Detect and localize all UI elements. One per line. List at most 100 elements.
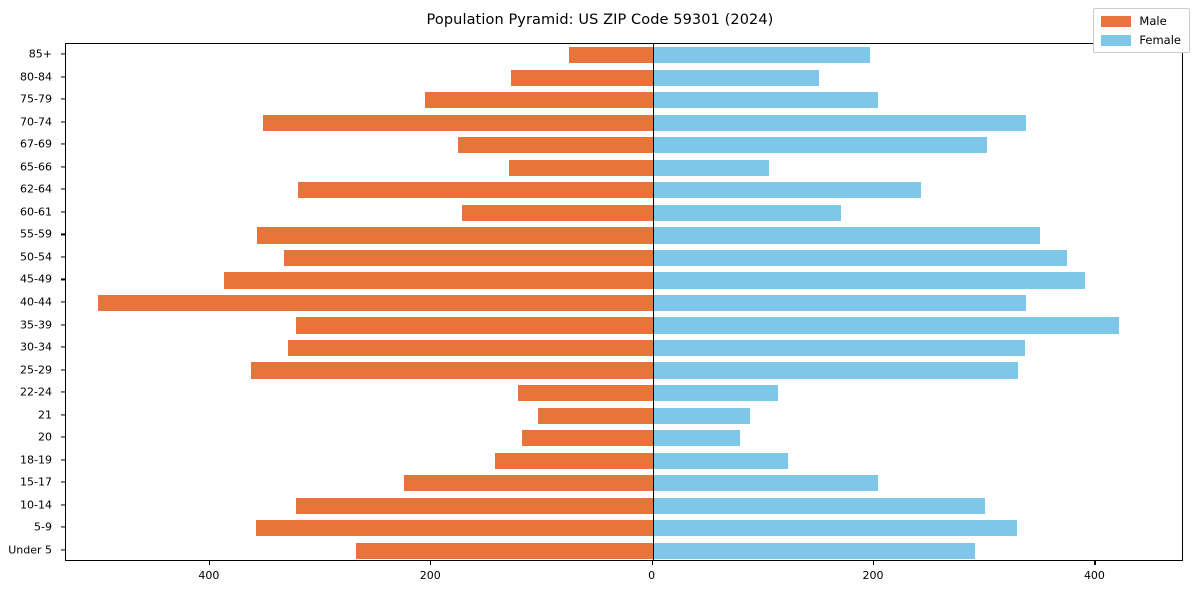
y-tick-mark [61, 76, 65, 78]
bar-male-15-17 [403, 475, 653, 492]
bar-row [66, 475, 1182, 492]
bar-row [66, 227, 1182, 244]
y-axis-tick-marks [0, 43, 65, 561]
plot-area [65, 43, 1183, 561]
bar-male-45-49 [224, 272, 653, 289]
bar-row [66, 407, 1182, 424]
bar-male-22-24 [517, 384, 653, 402]
bar-male-65-66 [508, 159, 653, 176]
bar-male-18-19 [495, 452, 653, 469]
bar-row [66, 69, 1182, 86]
bar-male-10-14 [296, 497, 653, 514]
legend-label-male: Male [1139, 14, 1167, 28]
bar-row [66, 294, 1182, 312]
y-tick-label: 25-29 [20, 363, 52, 377]
bar-female-5-9 [652, 520, 1017, 537]
y-tick-label: 75-79 [20, 92, 52, 106]
bar-row [66, 452, 1182, 469]
bar-female-65-66 [652, 159, 769, 176]
legend-label-female: Female [1139, 33, 1181, 47]
y-tick-mark [61, 233, 65, 235]
x-tick-label: 200 [419, 569, 441, 582]
bar-row [66, 47, 1182, 64]
y-tick-label: 10-14 [20, 498, 52, 512]
bar-female-85- [652, 47, 870, 64]
bar-female-45-49 [652, 272, 1086, 289]
bar-row [66, 520, 1182, 537]
bar-male-5-9 [256, 520, 653, 537]
y-tick-mark [61, 323, 65, 326]
y-tick-label: 50-54 [20, 250, 52, 264]
x-tick-label: 400 [198, 569, 220, 582]
x-tick-label: 400 [1083, 569, 1105, 582]
bar-male-67-69 [457, 137, 653, 154]
y-tick-label: 30-34 [20, 340, 52, 354]
bar-female-25-29 [652, 362, 1018, 379]
bar-male-80-84 [510, 69, 653, 86]
bar-female-67-69 [652, 137, 987, 154]
y-tick-mark [61, 549, 65, 551]
y-tick-mark [61, 504, 65, 506]
y-tick-label: Under 5 [8, 543, 52, 557]
chart-title: Population Pyramid: US ZIP Code 59301 (2… [426, 12, 774, 28]
bar-male-62-64 [298, 182, 653, 199]
y-tick-mark [61, 301, 65, 303]
bar-female-50-54 [652, 249, 1067, 267]
bar-female-75-79 [652, 92, 879, 109]
y-tick-mark [61, 211, 65, 213]
bar-male-70-74 [263, 114, 653, 131]
bar-row [66, 137, 1182, 154]
bar-row [66, 159, 1182, 176]
x-tick-mark [430, 561, 432, 565]
y-tick-mark [61, 346, 65, 348]
zero-axis-line [652, 44, 654, 560]
y-tick-mark [61, 526, 65, 528]
x-tick-label: 200 [862, 569, 884, 582]
y-tick-mark [61, 256, 65, 258]
bar-male-21 [537, 407, 653, 424]
bar-female-55-59 [652, 227, 1041, 244]
y-tick-mark [61, 143, 65, 145]
bar-row [66, 114, 1182, 131]
y-tick-label: 15-17 [20, 475, 52, 489]
legend-swatch-male-icon [1101, 15, 1132, 27]
bar-male-25-29 [250, 362, 653, 379]
bar-row [66, 272, 1182, 289]
bar-female-40-44 [652, 294, 1026, 312]
bar-female-62-64 [652, 182, 921, 199]
y-tick-label: 85+ [28, 47, 52, 61]
bar-female-18-19 [652, 452, 788, 469]
bar-female-70-74 [652, 114, 1026, 131]
x-tick-label: 0 [648, 569, 656, 582]
y-tick-label: 20 [38, 430, 52, 444]
bar-male-85- [568, 47, 653, 64]
x-tick-mark [873, 561, 875, 565]
y-tick-label: 45-49 [20, 272, 52, 286]
y-tick-label: 35-39 [20, 318, 52, 332]
legend-swatch-female-icon [1101, 34, 1132, 46]
y-tick-label: 18-19 [20, 453, 52, 467]
y-tick-mark [61, 481, 65, 483]
legend-entry-female: Female [1101, 33, 1181, 47]
bar-row [66, 339, 1182, 357]
bar-female-22-24 [652, 384, 778, 402]
y-tick-mark [61, 414, 65, 416]
y-tick-mark [61, 98, 65, 100]
bar-row [66, 542, 1182, 559]
bar-female-35-39 [652, 317, 1119, 334]
bar-row [66, 204, 1182, 221]
y-tick-label: 5-9 [34, 520, 52, 534]
bar-female-under-5 [652, 542, 975, 559]
bar-male-40-44 [98, 294, 653, 312]
y-tick-mark [61, 459, 65, 461]
y-tick-label: 67-69 [20, 137, 52, 151]
chart-legend: Male Female [1093, 8, 1190, 53]
y-tick-label: 70-74 [20, 115, 52, 129]
y-tick-mark [61, 436, 65, 438]
bar-male-30-34 [288, 339, 653, 357]
y-tick-mark [61, 188, 65, 190]
bar-female-60-61 [652, 204, 841, 221]
y-tick-label: 65-66 [20, 160, 52, 174]
bar-male-20 [522, 430, 653, 447]
bar-male-under-5 [356, 542, 653, 559]
